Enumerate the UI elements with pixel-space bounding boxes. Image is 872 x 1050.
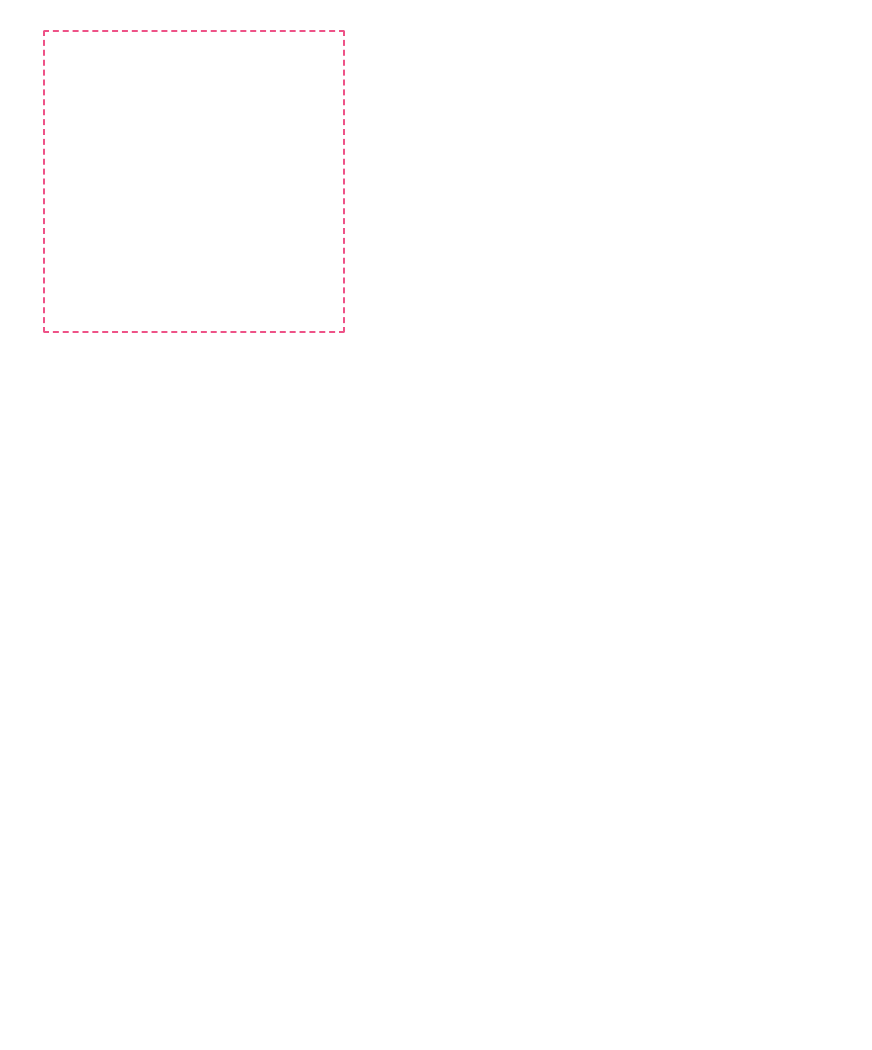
venn-legend-unique-prict [236,708,258,721]
tissue-legend-item-prict [291,347,312,363]
m-type-dashed-box [43,30,345,333]
blood-swatch [223,347,239,363]
tissue-legend-item-mln [155,347,176,363]
prict-swatch [291,347,307,363]
venn-legend-unique-livmets [236,752,258,765]
tissue-legend [142,347,312,363]
treg-cluster-legend [694,876,710,911]
venn-legend-shared [236,730,258,743]
unique-prict-swatch [236,708,251,721]
tissue-legend-item-adjliv [189,347,210,363]
tissue-legend-item-blood [223,347,244,363]
shared-swatch [236,730,251,743]
mln-swatch [155,347,171,363]
tissue-legend-item-adjcol [257,347,278,363]
legend-item-c25-foxp3 [694,876,710,885]
venn-legend [236,708,258,765]
adjliv-swatch [189,347,205,363]
adjcol-swatch [257,347,273,363]
legend-item-c26-il10 [694,889,710,898]
legend-item-c27-ctla4 [694,902,710,911]
migration-type-legend [236,818,241,823]
c27-dot [694,902,703,911]
unique-livmets-swatch [236,752,251,765]
c26-dot [694,889,703,898]
c25-dot [694,876,703,885]
